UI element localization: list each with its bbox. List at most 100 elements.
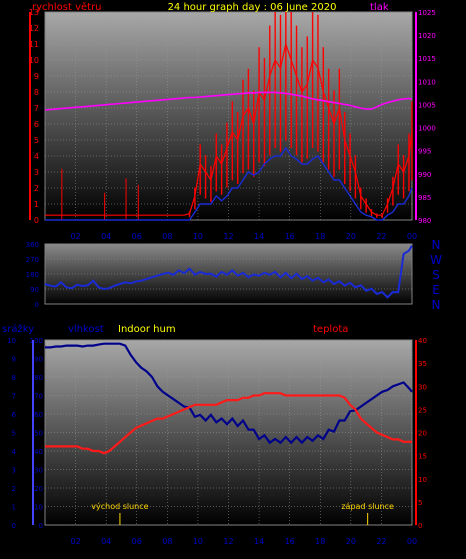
- temperature-axis-tick-label: 30: [418, 383, 427, 391]
- panel-3-x-tick-label: 16: [285, 537, 295, 546]
- pressure-axis-tick-label: 1000: [418, 125, 436, 133]
- humidity-axis-tick-label: 50: [34, 430, 43, 438]
- direction-axis-tick-label: 180: [26, 271, 39, 279]
- rain-axis-tick-label: 5: [12, 430, 16, 438]
- wind-axis-tick-label: 11: [29, 40, 39, 49]
- panel-1-x-tick-label: 10: [193, 232, 203, 241]
- humidity-axis-tick-label: 60: [34, 411, 43, 419]
- rain-axis-tick-label: 2: [12, 485, 16, 493]
- humidity-axis-tick-label: 40: [34, 448, 43, 456]
- rain-axis-tick-label: 8: [12, 374, 16, 382]
- humidity-axis-tick-label: 80: [34, 374, 43, 382]
- direction-axis-tick-label: 360: [26, 241, 39, 249]
- wind-axis-tick-label: 9: [34, 72, 39, 81]
- humidity-axis-tick-label: 70: [34, 393, 43, 401]
- wind-axis-tick-label: 12: [29, 24, 39, 33]
- panel-1-x-tick-label: 00: [407, 232, 417, 241]
- wind-axis-label: rychlost větru: [32, 1, 102, 13]
- direction-axis-tick-label: 270: [26, 256, 39, 264]
- wind-axis-tick-label: 10: [29, 56, 39, 65]
- wind-speed-line: [45, 41, 413, 216]
- compass-label: N: [432, 238, 441, 252]
- humidity-axis-tick-label: 30: [34, 467, 43, 475]
- panel-1-x-tick-label: 02: [70, 232, 80, 241]
- chart-title: 24 hour graph day : 06 June 2020: [168, 2, 337, 13]
- temperature-axis-label: teplota: [313, 324, 348, 335]
- compass-label: S: [432, 268, 440, 282]
- wind-direction-line: [44, 245, 413, 299]
- wind-axis-tick-label: 8: [34, 88, 39, 97]
- panel-3-x-tick-label: 04: [101, 537, 111, 546]
- wind-axis-tick-label: 2: [34, 184, 39, 193]
- rain-axis-tick-label: 6: [12, 411, 17, 419]
- pressure-axis-tick-label: 1015: [418, 55, 436, 63]
- temperature-axis-tick-label: 15: [418, 453, 427, 461]
- humidity-axis-tick-label: 0: [39, 522, 43, 530]
- compass-label: E: [432, 283, 440, 297]
- compass-label: N: [432, 298, 441, 312]
- wind-axis-tick-label: 7: [34, 104, 39, 113]
- temperature-axis-tick-label: 5: [418, 499, 422, 507]
- panel-3-x-tick-label: 08: [162, 537, 172, 546]
- panel-1-x-tick-label: 18: [315, 232, 325, 241]
- rain-axis-tick-label: 9: [12, 356, 16, 364]
- wind-axis-tick-label: 13: [29, 8, 39, 17]
- panel-3-x-tick-label: 18: [315, 537, 325, 546]
- temperature-axis-tick-label: 35: [418, 360, 427, 368]
- wind-axis-tick-label: 5: [34, 136, 39, 145]
- pressure-line: [44, 91, 413, 111]
- pressure-axis-tick-label: 985: [418, 194, 431, 202]
- panel-3-x-tick-label: 02: [70, 537, 80, 546]
- wind-axis-tick-label: 4: [34, 152, 39, 161]
- panel-1-background: [45, 12, 412, 220]
- rain-axis-label: srážky: [2, 323, 34, 335]
- humidity-axis-tick-label: 10: [34, 504, 43, 512]
- pressure-axis-tick-label: 980: [418, 217, 431, 225]
- compass-label: W: [430, 253, 442, 267]
- temperature-axis-tick-label: 40: [418, 337, 427, 345]
- panel-3-x-tick-label: 20: [346, 537, 356, 546]
- panel-3-x-tick-label: 14: [254, 537, 264, 546]
- panel-3-x-tick-label: 22: [376, 537, 386, 546]
- direction-axis-tick-label: 0: [35, 301, 39, 309]
- rain-axis-tick-label: 1: [12, 504, 16, 512]
- wind-axis-tick-label: 3: [34, 168, 39, 177]
- pressure-axis-label: tlak: [370, 2, 389, 13]
- panel-3-x-tick-label: 10: [193, 537, 203, 546]
- pressure-axis-tick-label: 1025: [418, 9, 436, 17]
- pressure-axis-tick-label: 1020: [418, 32, 436, 40]
- panel-1-x-tick-label: 16: [285, 232, 295, 241]
- humidity-axis-tick-label: 20: [34, 485, 43, 493]
- panel-3-x-tick-label: 12: [223, 537, 233, 546]
- wind-axis-tick-label: 1: [34, 200, 39, 209]
- panel-3-x-tick-label: 06: [132, 537, 142, 546]
- humidity-axis-tick-label: 100: [30, 337, 43, 345]
- wind-axis-tick-label: 0: [34, 216, 39, 225]
- temperature-line: [45, 392, 412, 455]
- pressure-axis-tick-label: 995: [418, 148, 431, 156]
- panel-1-x-tick-label: 12: [223, 232, 233, 241]
- direction-axis-tick-label: 90: [30, 286, 39, 294]
- pressure-axis-tick-label: 990: [418, 171, 431, 179]
- panel-1-x-tick-label: 20: [346, 232, 356, 241]
- pressure-axis-tick-label: 1010: [418, 78, 436, 86]
- panel-1-x-tick-label: 06: [132, 232, 142, 241]
- wind-average-line: [45, 146, 413, 221]
- temperature-axis-tick-label: 10: [418, 476, 427, 484]
- sunrise-label: východ slunce: [91, 502, 148, 511]
- temperature-axis-tick-label: 25: [418, 406, 427, 414]
- panel-1-x-tick-label: 14: [254, 232, 264, 241]
- rain-axis-tick-label: 3: [12, 467, 16, 475]
- wind-axis-tick-label: 6: [34, 120, 39, 129]
- rain-axis-tick-label: 0: [12, 522, 16, 530]
- rain-axis-tick-label: 7: [12, 393, 16, 401]
- panel-1-x-tick-label: 08: [162, 232, 172, 241]
- panel-1-x-tick-label: 04: [101, 232, 111, 241]
- pressure-axis-tick-label: 1005: [418, 101, 436, 109]
- sunset-label: západ slunce: [341, 502, 394, 511]
- humidity-axis-tick-label: 90: [34, 356, 43, 364]
- indoor-humidity-label: Indoor hum: [118, 324, 176, 335]
- temperature-axis-tick-label: 0: [418, 522, 422, 530]
